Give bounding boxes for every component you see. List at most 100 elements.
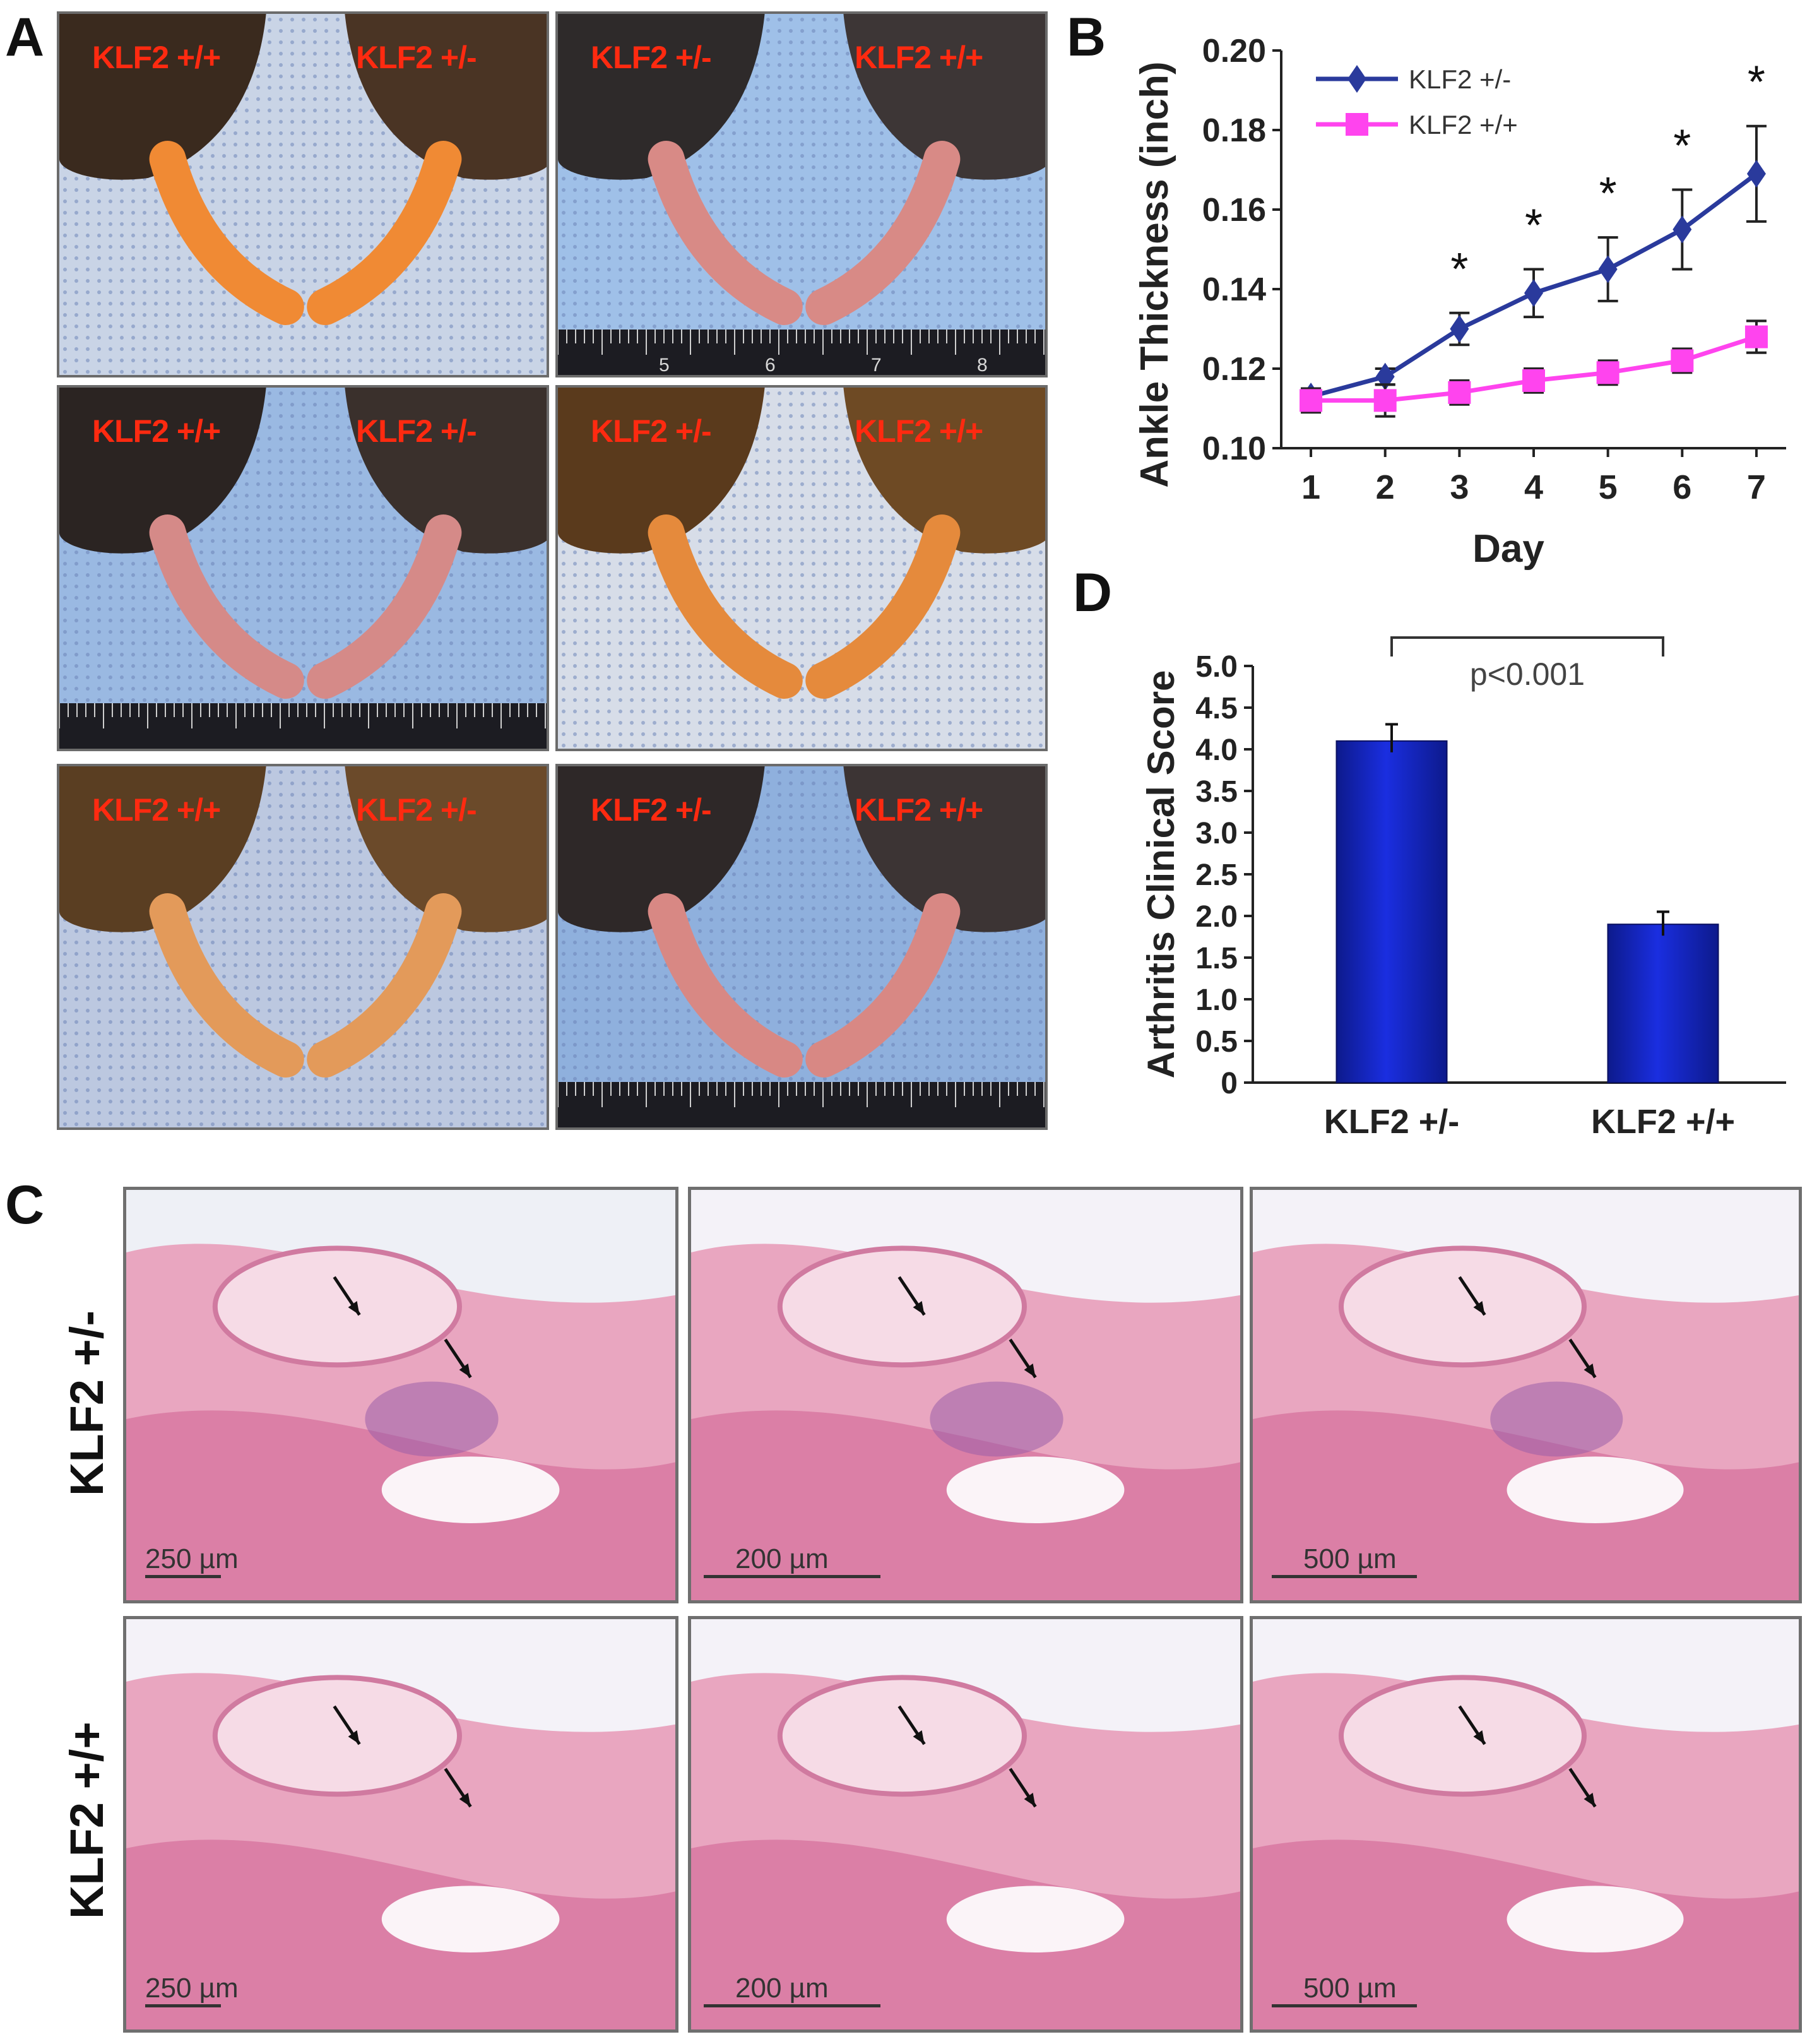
genotype-label-left: KLF2 +/+ (92, 40, 221, 75)
data-point (1373, 389, 1397, 412)
scale-bar-label: 250 µm (145, 1973, 239, 2004)
tissue-stain (1253, 1619, 1799, 2029)
y-tick-label: 2.0 (1195, 900, 1238, 934)
photo-image (558, 766, 1045, 1127)
significance-star: * (1599, 169, 1617, 219)
data-point (1522, 369, 1545, 392)
scale-bar (145, 2004, 221, 2007)
legend-label: KLF2 +/+ (1409, 110, 1518, 140)
photo-image (558, 388, 1045, 749)
arthritis-score-chart: 0 0.5 1.0 1.5 2.0 2.5 3.0 3.5 4.0 4.5 5.0 Arthritis… (1140, 636, 1786, 1141)
scale-bar-label: 200 µm (735, 1973, 829, 2004)
histology-row-label-wt: KLF2 +/+ (61, 1721, 113, 1919)
data-point (1300, 389, 1323, 412)
genotype-label-left: KLF2 +/+ (92, 792, 221, 828)
photo-image (59, 766, 547, 1127)
genotype-label-left: KLF2 +/+ (92, 413, 221, 449)
significance-star: * (1673, 121, 1691, 172)
significance-star: * (1748, 57, 1765, 108)
ruler-number: 8 (977, 355, 988, 376)
histology-section-image: 500 µm (1250, 1616, 1802, 2033)
x-tick-label: 6 (1673, 468, 1691, 506)
legend-label: KLF2 +/- (1409, 64, 1511, 94)
significance-star: * (1450, 244, 1468, 295)
x-tick-label: 3 (1450, 468, 1469, 506)
tissue-stain (126, 1619, 675, 2029)
y-tick-label: 0.18 (1202, 112, 1266, 149)
mouse-paw-photo: KLF2 +/- KLF2 +/+ (555, 385, 1048, 751)
y-tick-label: 5.0 (1195, 650, 1238, 684)
x-tick-label: 5 (1599, 468, 1618, 506)
panel-letter-c: C (5, 1175, 45, 1235)
genotype-label-right: KLF2 +/+ (855, 413, 983, 449)
y-tick-label: 3.5 (1195, 775, 1238, 809)
data-point (1450, 315, 1469, 343)
photo-image (59, 14, 547, 375)
y-tick-label: 0.20 (1202, 33, 1266, 69)
genotype-label-right: KLF2 +/+ (855, 792, 983, 828)
x-tick-label: 7 (1747, 468, 1766, 506)
data-point (1744, 325, 1768, 348)
scale-bar-label: 500 µm (1303, 1973, 1397, 2004)
y-tick-label: 1.5 (1195, 942, 1238, 975)
histology-section-image: 250 µm (123, 1616, 678, 2033)
data-point (1673, 215, 1692, 244)
legend-marker (1346, 113, 1368, 136)
data-point (1524, 279, 1543, 307)
y-tick-label: 4.0 (1195, 734, 1238, 767)
tissue-stain (126, 1190, 675, 1600)
photo-image (558, 14, 1045, 375)
x-axis-title: Day (1472, 527, 1544, 571)
genotype-label-left: KLF2 +/- (591, 413, 712, 449)
ruler-number: 5 (659, 355, 670, 376)
y-tick-label: 0.5 (1195, 1025, 1238, 1059)
legend-marker (1347, 65, 1366, 93)
tissue-stain (691, 1190, 1240, 1600)
significance-star: * (1525, 201, 1543, 251)
histology-section-image: 200 µm (688, 1616, 1243, 2033)
x-tick-label: 4 (1524, 468, 1543, 506)
scale-bar-label: 500 µm (1303, 1543, 1397, 1574)
chart-axes: 0.10 0.12 0.14 0.16 0.18 0.20 1 2 3 4 5 6 7 (1202, 33, 1786, 506)
significance-bracket (1390, 636, 1664, 657)
x-tick-label: 2 (1376, 468, 1395, 506)
p-value-annotation: p<0.001 (1470, 657, 1585, 692)
x-tick-label: 1 (1301, 468, 1320, 506)
genotype-label-right: KLF2 +/- (356, 40, 477, 75)
mouse-paw-photo: KLF2 +/- KLF2 +/+ 5 6 7 8 (555, 11, 1048, 377)
mouse-paw-photo: KLF2 +/+ KLF2 +/- (57, 11, 549, 377)
chart-axes: 0 0.5 1.0 1.5 2.0 2.5 3.0 3.5 4.0 4.5 5.0 (1195, 650, 1786, 1100)
genotype-label-left: KLF2 +/- (591, 792, 712, 828)
genotype-label-left: KLF2 +/- (591, 40, 712, 75)
x-tick-label: KLF2 +/+ (1591, 1103, 1735, 1141)
histology-section-image: 200 µm (688, 1187, 1243, 1603)
y-tick-label: 3.0 (1195, 817, 1238, 850)
mouse-paw-photo: KLF2 +/- KLF2 +/+ (555, 764, 1048, 1130)
data-point (1746, 160, 1766, 188)
tissue-stain (691, 1619, 1240, 2029)
scale-bar (145, 1575, 221, 1578)
mouse-paw-photo: KLF2 +/+ KLF2 +/- (57, 764, 549, 1130)
x-tick-label: KLF2 +/- (1324, 1103, 1460, 1141)
bar (1335, 740, 1448, 1084)
y-axis-title: Ankle Thickness (inch) (1133, 61, 1176, 487)
bar (1607, 924, 1719, 1084)
histology-section-image: 500 µm (1250, 1187, 1802, 1603)
chart-legend: KLF2 +/- KLF2 +/+ (1316, 64, 1518, 140)
ankle-thickness-chart: 0.10 0.12 0.14 0.16 0.18 0.20 1 2 3 4 5 6 7 Day Ankle … (1133, 33, 1786, 571)
panel-letter-b: B (1067, 7, 1106, 68)
tissue-stain (1253, 1190, 1799, 1600)
series-klf2-wt (1300, 319, 1768, 418)
y-tick-label: 0.14 (1202, 271, 1266, 308)
genotype-label-right: KLF2 +/- (356, 792, 477, 828)
data-point (1596, 361, 1620, 384)
y-axis-title: Arthritis Clinical Score (1140, 670, 1182, 1079)
y-tick-label: 0.12 (1202, 351, 1266, 388)
y-tick-label: 2.5 (1195, 859, 1238, 892)
y-tick-label: 1.0 (1195, 983, 1238, 1017)
data-point (1671, 349, 1694, 372)
histology-row-label-het: KLF2 +/- (61, 1310, 113, 1496)
histology-section-image: 250 µm (123, 1187, 678, 1603)
y-tick-label: 0.10 (1202, 431, 1266, 467)
data-point (1448, 381, 1471, 404)
